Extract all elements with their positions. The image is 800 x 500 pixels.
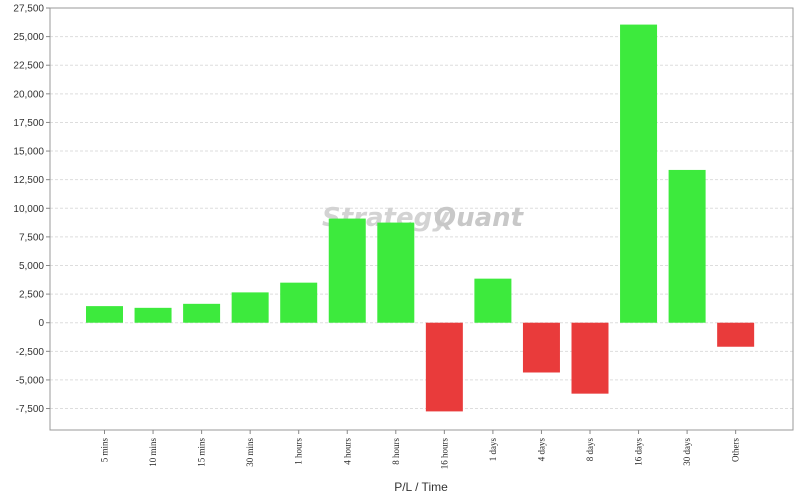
y-tick-label: 0 bbox=[38, 318, 44, 329]
y-tick-label: -2,500 bbox=[16, 347, 45, 358]
bar-30-days bbox=[668, 169, 706, 323]
x-axis-ticks: 5 mins 10 mins 15 mins 30 mins 1 hours 4 hour… bbox=[100, 430, 741, 469]
x-tick-label: 4 days bbox=[536, 438, 546, 462]
y-tick-label: 22,500 bbox=[13, 61, 44, 72]
bar-Others bbox=[717, 322, 755, 347]
x-tick-label: 10 mins bbox=[148, 438, 158, 467]
x-tick-label: 16 hours bbox=[439, 438, 449, 470]
bar-4-days bbox=[522, 322, 560, 373]
y-axis-ticks: -7,500 -5,000 -2,500 0 2,500 5,000 7,500 10,000… bbox=[13, 4, 50, 415]
y-tick-label: 5,000 bbox=[19, 261, 44, 272]
bar-30-mins bbox=[231, 292, 269, 323]
bar-8-hours bbox=[377, 222, 415, 323]
x-tick-label: 16 days bbox=[634, 438, 644, 466]
x-tick-label: 1 days bbox=[488, 438, 498, 462]
bar-10-mins bbox=[134, 307, 172, 323]
y-tick-label: 25,000 bbox=[13, 32, 44, 43]
x-tick-label: 1 hours bbox=[294, 438, 304, 465]
x-tick-label: 8 hours bbox=[391, 438, 401, 465]
y-tick-label: 27,500 bbox=[13, 4, 44, 15]
x-tick-label: 4 hours bbox=[342, 438, 352, 465]
x-tick-label: 30 mins bbox=[245, 438, 255, 467]
y-tick-label: 20,000 bbox=[13, 89, 44, 100]
bar-8-days bbox=[571, 322, 609, 394]
bar-15-mins bbox=[183, 303, 221, 323]
x-tick-label: 30 days bbox=[682, 438, 692, 466]
y-tick-label: 12,500 bbox=[13, 175, 44, 186]
bar-16-hours bbox=[425, 322, 463, 412]
bar-16-days bbox=[620, 24, 658, 323]
plot-frame bbox=[49, 7, 794, 431]
bar-1-days bbox=[474, 278, 512, 323]
x-tick-label: 5 mins bbox=[100, 438, 110, 463]
y-tick-label: 15,000 bbox=[13, 147, 44, 158]
x-tick-label: 15 mins bbox=[197, 438, 207, 467]
bar-4-hours bbox=[328, 218, 366, 323]
y-tick-label: -7,500 bbox=[16, 404, 45, 415]
y-tick-label: 2,500 bbox=[19, 290, 44, 301]
x-tick-label: 8 days bbox=[585, 438, 595, 462]
y-tick-label: 7,500 bbox=[19, 232, 44, 243]
y-tick-label: 17,500 bbox=[13, 118, 44, 129]
grid-lines bbox=[50, 7, 793, 410]
bar-1-hours bbox=[280, 282, 318, 323]
bar-5-mins bbox=[86, 306, 123, 323]
y-tick-label: -5,000 bbox=[16, 375, 45, 386]
x-axis-title: P/L / Time bbox=[394, 480, 448, 494]
bars-group bbox=[86, 24, 755, 412]
x-tick-label: Others bbox=[731, 438, 741, 462]
watermark-quant: Quant bbox=[434, 203, 525, 233]
y-tick-label: 10,000 bbox=[13, 204, 44, 215]
